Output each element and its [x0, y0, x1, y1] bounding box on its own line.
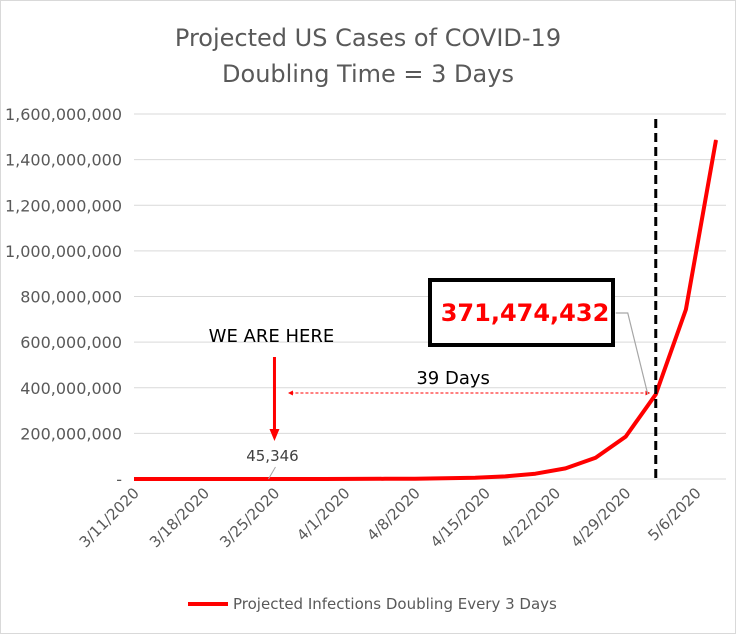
data-point: [354, 478, 356, 480]
legend: Projected Infections Doubling Every 3 Da…: [188, 595, 557, 613]
data-point: [685, 309, 687, 311]
start-value-label: 45,346: [246, 447, 299, 465]
y-tick-label: 600,000,000: [20, 333, 122, 352]
y-tick-label: 400,000,000: [20, 379, 122, 398]
target-value-label: 371,474,432: [441, 299, 610, 327]
y-tick-label: 1,600,000,000: [5, 105, 122, 124]
data-point: [414, 478, 416, 480]
annotation-layer: WE ARE HERE 45,346 39 Days 371,474,432: [209, 119, 658, 480]
data-point: [474, 477, 476, 479]
duration-label: 39 Days: [416, 368, 490, 389]
data-point: [263, 478, 265, 480]
series-layer: [134, 139, 718, 481]
data-point: [294, 478, 296, 480]
x-tick-label: 4/22/2020: [497, 484, 564, 551]
chart-subtitle: Doubling Time = 3 Days: [222, 60, 514, 88]
x-tick-label: 3/18/2020: [146, 484, 213, 551]
x-tick-label: 4/1/2020: [293, 484, 353, 544]
target-value-leader: [615, 312, 649, 395]
data-point: [715, 139, 717, 141]
y-tick-label: -: [116, 470, 122, 489]
x-tick-label: 3/25/2020: [216, 484, 283, 551]
y-tick-label: 800,000,000: [20, 288, 122, 307]
target-value-box: [428, 278, 615, 347]
x-tick-label: 4/8/2020: [363, 484, 423, 544]
x-tick-label: 5/6/2020: [644, 484, 704, 544]
we-are-here-label: WE ARE HERE: [209, 326, 335, 347]
x-tick-label: 3/11/2020: [76, 484, 143, 551]
x-axis-ticks: 3/11/2020 3/18/2020 3/25/2020 4/1/2020 4/8/2…: [76, 484, 705, 551]
series-line: [134, 139, 718, 481]
legend-label: Projected Infections Doubling Every 3 Da…: [233, 595, 557, 613]
y-tick-label: 1,000,000,000: [5, 242, 122, 261]
y-tick-label: 1,200,000,000: [5, 196, 122, 215]
chart-title: Projected US Cases of COVID-19: [175, 24, 561, 52]
data-point: [504, 475, 506, 477]
data-point: [384, 478, 386, 480]
data-point: [324, 478, 326, 480]
x-tick-label: 4/15/2020: [427, 484, 494, 551]
data-point: [655, 393, 657, 395]
start-value-leader: [268, 466, 276, 480]
y-tick-label: 1,400,000,000: [5, 151, 122, 170]
y-axis-ticks: - 200,000,000 400,000,000 600,000,000 800,00…: [5, 105, 122, 489]
y-tick-label: 200,000,000: [20, 424, 122, 443]
data-point: [625, 436, 627, 438]
data-point: [444, 477, 446, 479]
data-point: [534, 473, 536, 475]
we-are-here-arrowhead: [269, 429, 280, 441]
data-point: [564, 467, 566, 469]
data-point: [595, 457, 597, 459]
x-tick-label: 4/29/2020: [567, 484, 634, 551]
